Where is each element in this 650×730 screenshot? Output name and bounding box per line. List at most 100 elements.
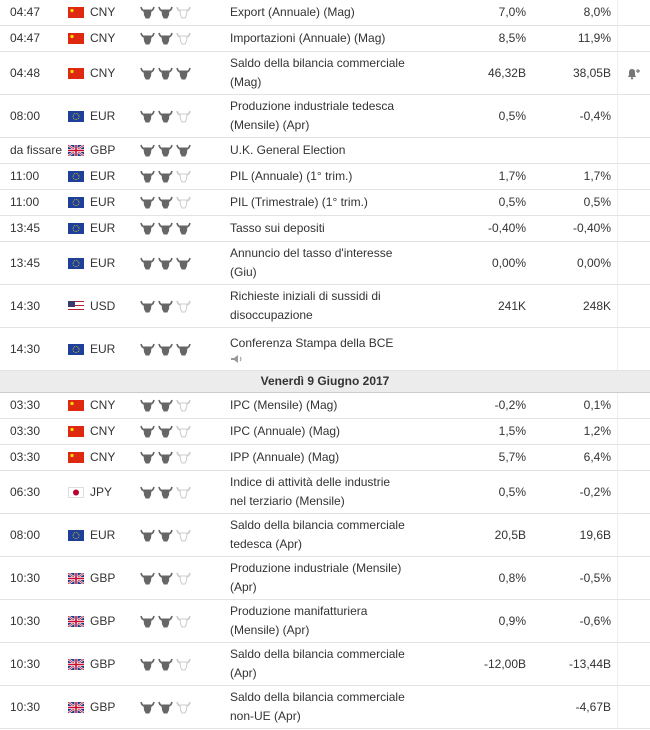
importance-icon [140, 7, 155, 19]
event-row: 08:00 EUR Saldo della bilancia commerciale… [0, 513, 650, 557]
bell-clapper [630, 76, 634, 80]
bull-head [143, 661, 152, 671]
flag-star [70, 428, 74, 432]
event-cell: Saldo della bilancia commerciale tedesca… [228, 513, 442, 557]
bull-head [179, 113, 188, 123]
flag [68, 658, 84, 670]
event-row: 03:30 CNY IPC (Mensile) (Mag) -0,2% 0,1% [0, 392, 650, 419]
event-cell: Indice di attività delle industrie nel t… [228, 470, 442, 514]
importance-icon [140, 658, 155, 671]
flag [68, 33, 84, 45]
previous-cell: 1,2% [532, 418, 618, 445]
importance-icon [158, 400, 173, 412]
event-cell: U.K. General Election [228, 137, 442, 164]
importance-icon [140, 615, 155, 628]
importance-icon [158, 529, 173, 542]
alert-cell [617, 94, 650, 138]
importance-icon [176, 197, 191, 209]
currency-cell: GBP [68, 556, 140, 600]
bull-head [179, 35, 188, 45]
forecast: 241K [497, 298, 526, 313]
importance-cell [140, 163, 228, 190]
currency-cell: EUR [68, 215, 140, 242]
currency-cell: CNY [68, 392, 140, 419]
currency: CNY [90, 424, 116, 438]
time: 08:00 [0, 94, 68, 138]
importance-cell [140, 94, 228, 138]
alert-cell [617, 685, 650, 729]
alert-cell [617, 137, 650, 164]
time: 10:30 [0, 685, 68, 729]
bull-head [143, 402, 152, 412]
currency: CNY [90, 31, 116, 45]
bell [628, 68, 636, 77]
importance-icon [176, 7, 191, 19]
flag [68, 300, 84, 312]
flag-part [68, 301, 84, 303]
flag-part [68, 706, 84, 709]
flag [68, 572, 84, 584]
bull-head [179, 173, 188, 183]
time: 10:30 [0, 642, 68, 686]
importance-icon [140, 452, 155, 464]
alert-icon[interactable] [626, 67, 642, 80]
importance-icon [140, 223, 155, 235]
event-row: 11:00 EUR PIL (Trimestrale) (1° trim.) 0,5%… [0, 189, 650, 216]
bull-head [161, 70, 170, 80]
bull-head [143, 173, 152, 183]
flag [68, 197, 84, 209]
importance-icon [140, 572, 155, 585]
flag-stars [72, 259, 80, 267]
time: 13:45 [0, 215, 68, 242]
flag-part [68, 305, 84, 307]
previous: 19,6B [579, 527, 611, 542]
flag-part [68, 33, 84, 45]
speaker [231, 355, 238, 363]
importance-cell [140, 284, 228, 328]
currency-cell: EUR [68, 163, 140, 190]
importance-cell [140, 25, 228, 52]
forecast-cell: 0,9% [442, 599, 532, 643]
event: U.K. General Election [230, 143, 346, 157]
event-row: da fissare GBP U.K. General Election [0, 137, 650, 164]
previous: 38,05B [572, 65, 611, 80]
forecast: -12,00B [483, 656, 526, 671]
currency-cell: CNY [68, 418, 140, 445]
time: 03:30 [0, 444, 68, 471]
bull-head [143, 260, 152, 270]
event-row: 03:30 CNY IPC (Annuale) (Mag) 1,5% 1,2% [0, 418, 650, 445]
importance-icon [176, 400, 191, 412]
previous-cell: -0,40% [532, 215, 618, 242]
currency: CNY [90, 65, 116, 80]
time: da fissare [0, 137, 68, 164]
alert-cell [617, 556, 650, 600]
flag-star [70, 9, 74, 13]
flag-stars [72, 173, 80, 181]
forecast-cell [442, 327, 532, 371]
time: 14:30 [0, 284, 68, 328]
currency-cell: EUR [68, 241, 140, 285]
event-row: 10:30 GBP Saldo della bilancia commerciale… [0, 642, 650, 686]
forecast-cell: 20,5B [442, 513, 532, 557]
flag-part [68, 577, 84, 580]
previous: 0,5% [583, 195, 611, 209]
bull-head [143, 346, 152, 356]
event-row: 13:45 EUR Tasso sui depositi -0,40% -0,40% [0, 215, 650, 242]
time: 08:00 [0, 513, 68, 557]
bull-head [179, 489, 188, 499]
event-row: 06:30 JPY Indice di attività delle industr… [0, 470, 650, 514]
importance-icon [158, 572, 173, 585]
forecast: 7,0% [498, 5, 526, 19]
flag-part [68, 171, 84, 183]
currency: EUR [90, 195, 116, 209]
importance-icon [158, 300, 173, 313]
previous-cell: 0,00% [532, 241, 618, 285]
flag [68, 7, 84, 19]
importance-icon [158, 426, 173, 438]
event-cell: Tasso sui depositi [228, 215, 442, 242]
event-cell: PIL (Trimestrale) (1° trim.) [228, 189, 442, 216]
bull-head [143, 70, 152, 80]
importance-icon [140, 343, 155, 356]
bull-head [143, 618, 152, 628]
